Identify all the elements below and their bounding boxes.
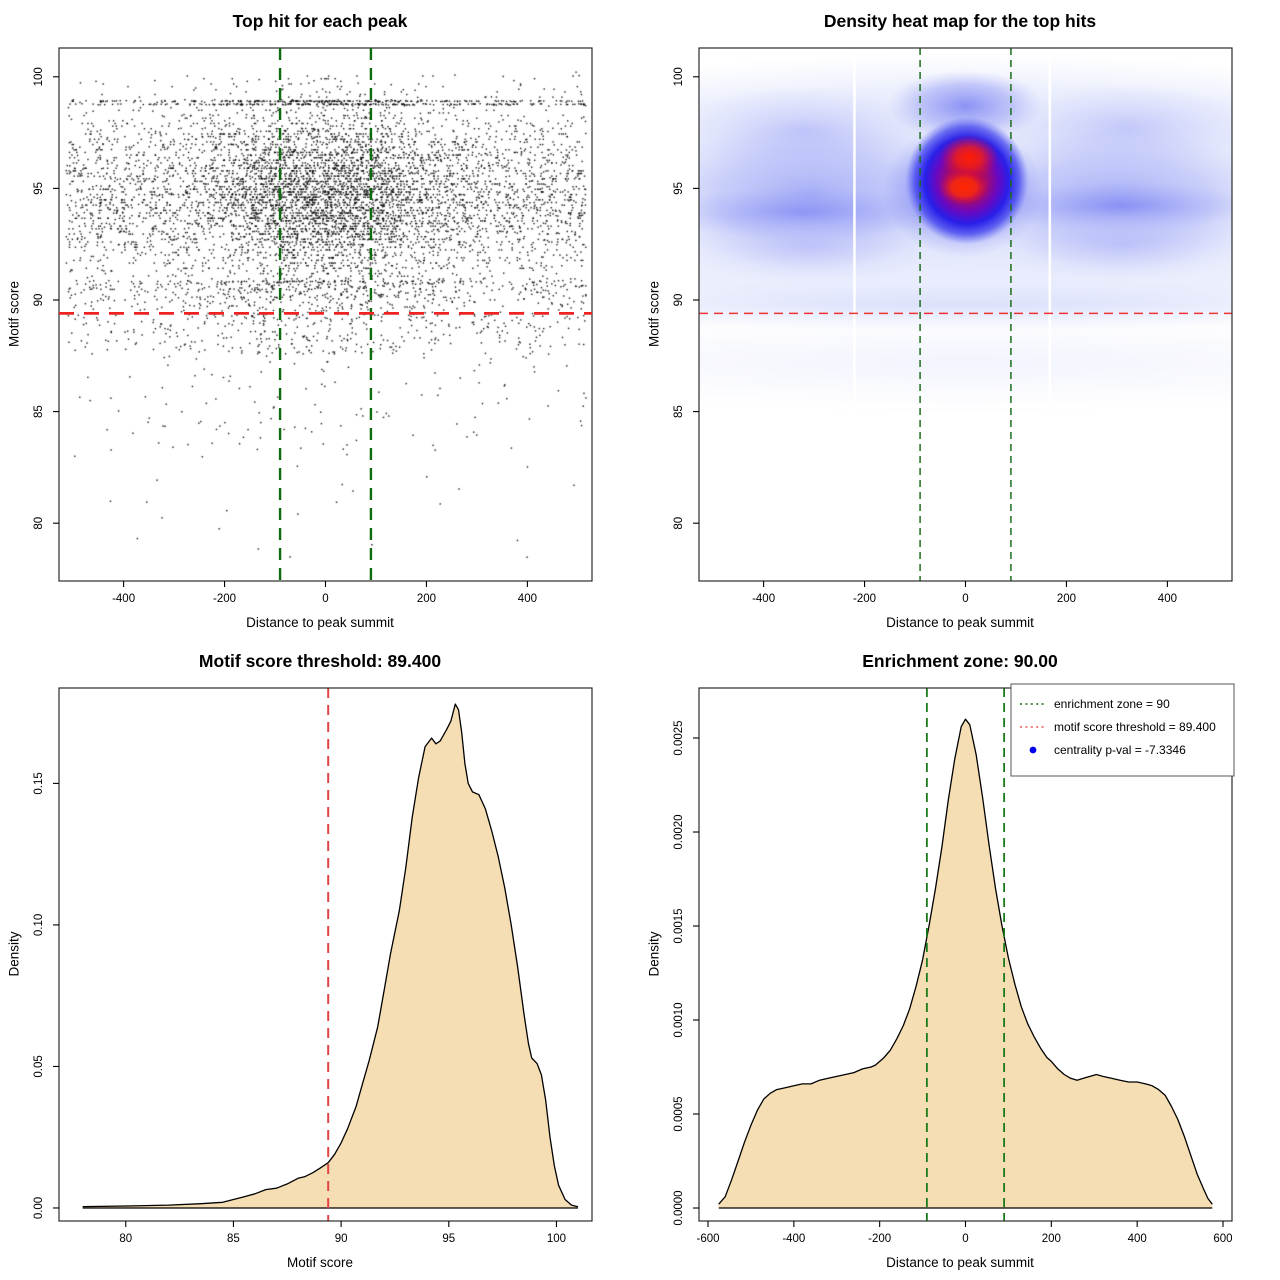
heat-blob <box>938 169 990 206</box>
density-area <box>718 719 1213 1208</box>
x-tick-label: -400 <box>782 1233 805 1245</box>
y-tick-label: 100 <box>33 67 45 86</box>
x-tick-label: -200 <box>868 1233 891 1245</box>
heat-blob <box>699 311 1232 414</box>
legend: enrichment zone = 90 motif score threshol… <box>1010 683 1235 777</box>
x-axis-title: Distance to peak summit <box>886 615 1034 630</box>
density-curve <box>718 718 1213 1209</box>
x-tick-label: 0 <box>322 593 328 605</box>
y-tick-label: 0.0000 <box>673 1190 685 1225</box>
x-tick-label: -200 <box>853 593 876 605</box>
x-tick-label: 200 <box>1057 593 1076 605</box>
axes: -400 -200 0 200 400 80 85 90 95 100 <box>673 47 1233 605</box>
x-tick-label: 100 <box>547 1233 566 1245</box>
reference-lines <box>699 48 1232 581</box>
y-tick-label: 0.05 <box>33 1055 45 1077</box>
x-tick-label: 0 <box>962 593 968 605</box>
density-curve <box>82 703 579 1209</box>
y-tick-label: 0.00 <box>33 1197 45 1219</box>
x-tick-label: -200 <box>213 593 236 605</box>
heatmap-white-gap <box>853 48 856 581</box>
panel-distance-density: Enrichment zone: 90.00 -600 -400 -200 0 200 4… <box>640 640 1280 1280</box>
panel-top-hit-scatter: Top hit for each peak -400 -200 0 200 400 80 8… <box>0 0 640 640</box>
x-tick-label: -600 <box>696 1233 719 1245</box>
axes: -600 -400 -200 0 200 400 600 0.0000 0.0005 0.0010… <box>673 687 1233 1245</box>
y-tick-label: 95 <box>33 182 45 195</box>
x-axis-title: Distance to peak summit <box>886 1255 1034 1270</box>
legend-point-sample <box>1029 746 1037 754</box>
y-axis-title: Density <box>6 931 22 977</box>
x-tick-label: 400 <box>518 593 537 605</box>
legend-label: centrality p-val = -7.3346 <box>1054 743 1186 757</box>
x-tick-label: 200 <box>1042 1233 1061 1245</box>
density-outline <box>82 703 579 1208</box>
heat-blob <box>995 206 1232 283</box>
y-tick-label: 0.0020 <box>673 814 685 849</box>
heat-blob <box>939 134 999 180</box>
panel-density-heatmap: Density heat map for the top hits -400 -2… <box>640 0 1280 640</box>
x-tick-label: 80 <box>119 1233 132 1245</box>
panel-motif-score-density: Motif score threshold: 89.400 80 85 90 95 10… <box>0 640 640 1280</box>
y-tick-label: 80 <box>33 517 45 530</box>
y-tick-label: 85 <box>33 405 45 418</box>
page-title: Density heat map for the top hits <box>823 11 1097 31</box>
y-tick-label: 0.15 <box>33 772 45 794</box>
heat-blob <box>887 70 1044 142</box>
y-tick-label: 0.0005 <box>673 1096 685 1131</box>
y-tick-label: 0.0015 <box>673 908 685 943</box>
page-title: Enrichment zone: 90.00 <box>862 651 1058 671</box>
legend-label: enrichment zone = 90 <box>1054 697 1170 711</box>
y-axis-title: Motif score <box>6 280 22 348</box>
heat-blob <box>1000 83 1232 173</box>
x-tick-label: 600 <box>1213 1233 1232 1245</box>
y-tick-label: 90 <box>673 294 685 307</box>
scatter-points-canvas <box>59 48 592 581</box>
y-tick-label: 0.10 <box>33 914 45 936</box>
heat-blob <box>699 278 1232 331</box>
x-tick-label: -400 <box>752 593 775 605</box>
legend-box <box>1010 683 1235 777</box>
x-tick-label: 95 <box>442 1233 455 1245</box>
density-area <box>82 704 578 1208</box>
x-tick-label: 400 <box>1158 593 1177 605</box>
y-tick-label: 0.0010 <box>673 1002 685 1037</box>
heatmap-white-gap <box>1048 48 1052 581</box>
x-tick-label: 200 <box>417 593 436 605</box>
y-tick-label: 90 <box>33 294 45 307</box>
y-tick-label: 0.0025 <box>673 720 685 755</box>
y-tick-label: 100 <box>673 67 685 86</box>
x-tick-label: 0 <box>962 1233 968 1245</box>
legend-label: motif score threshold = 89.400 <box>1054 720 1216 734</box>
x-tick-label: 85 <box>227 1233 240 1245</box>
page-title: Top hit for each peak <box>232 11 408 31</box>
density-outline <box>718 718 1213 1205</box>
x-axis-title: Motif score <box>286 1255 354 1270</box>
heatmap-layers <box>699 48 1232 581</box>
y-tick-label: 80 <box>673 517 685 530</box>
y-axis-title: Motif score <box>646 280 662 348</box>
x-tick-label: -400 <box>112 593 135 605</box>
motif-density-plot-svg: 80 85 90 95 100 0.00 0.05 0.10 0.15 <box>33 687 593 1245</box>
x-tick-label: 90 <box>335 1233 348 1245</box>
x-axis-title: Distance to peak summit <box>246 615 394 630</box>
heatmap-plot-svg: -400 -200 0 200 400 80 85 90 95 100 <box>673 47 1233 605</box>
heat-blob <box>699 85 931 175</box>
y-tick-label: 95 <box>673 182 685 195</box>
y-axis-title: Density <box>646 931 662 977</box>
x-tick-label: 400 <box>1128 1233 1147 1245</box>
y-tick-label: 85 <box>673 405 685 418</box>
axes: 80 85 90 95 100 0.00 0.05 0.10 0.15 <box>33 687 593 1245</box>
page-title: Motif score threshold: 89.400 <box>198 651 442 671</box>
distance-density-plot-svg: -600 -400 -200 0 200 400 600 0.0000 0.0005 0.0010… <box>673 683 1235 1245</box>
heat-blob <box>699 208 936 285</box>
